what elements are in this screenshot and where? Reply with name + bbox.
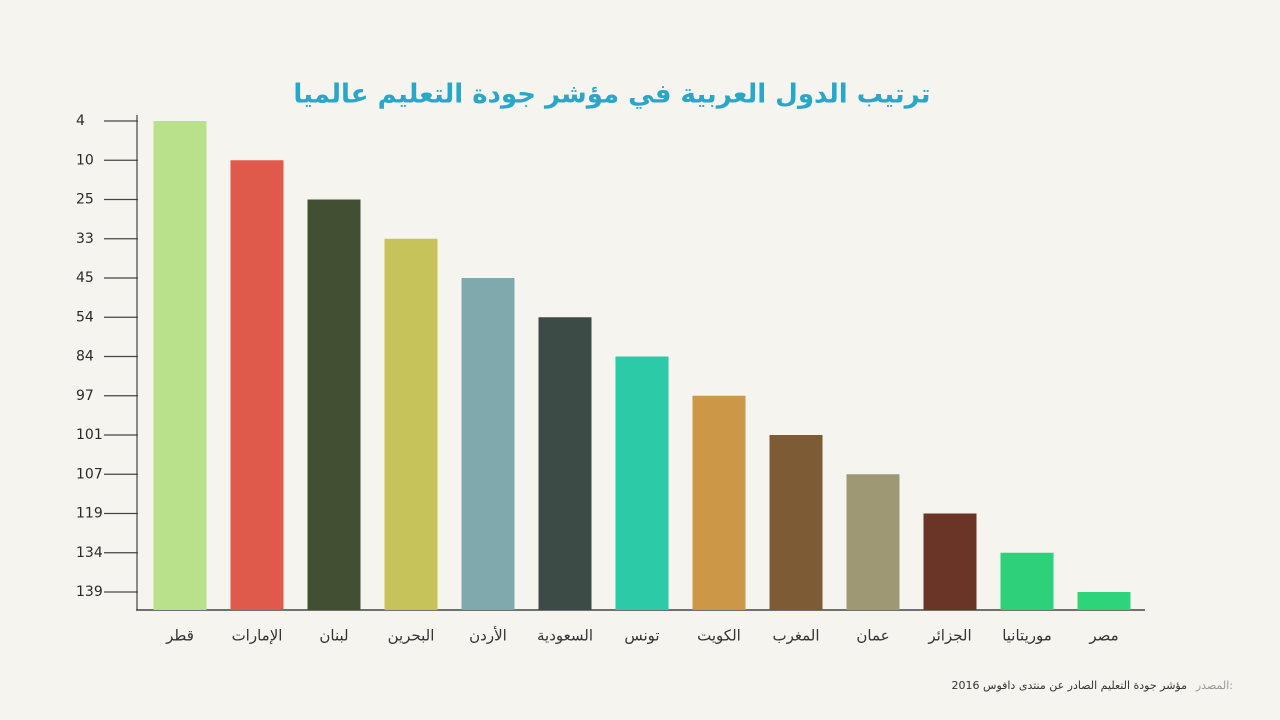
- y-tick-label: 25: [76, 192, 94, 208]
- x-tick-label: الجزائر: [927, 627, 971, 645]
- y-tick-label: 10: [76, 152, 94, 168]
- bar: [846, 474, 900, 610]
- bar: [692, 395, 746, 610]
- bar: [923, 513, 977, 610]
- bar: [384, 238, 438, 610]
- y-tick-label: 84: [76, 349, 94, 365]
- y-tick-label: 119: [76, 506, 103, 522]
- y-tick-label: 45: [76, 270, 94, 286]
- bar: [153, 121, 207, 610]
- source: مؤشر جودة التعليم الصادر عن منتدى دافوس …: [952, 679, 1188, 692]
- bar: [615, 356, 669, 610]
- source-label: المصدر:: [1195, 679, 1233, 692]
- x-tick-label: السعودية: [537, 627, 593, 645]
- x-tick-label: البحرين: [388, 627, 435, 645]
- x-tick-label: المغرب: [772, 627, 819, 645]
- x-tick-label: الكويت: [697, 627, 741, 645]
- y-tick-label: 54: [76, 309, 94, 325]
- y-tick-label: 134: [76, 545, 103, 561]
- y-tick-label: 4: [76, 113, 85, 129]
- y-tick-label: 107: [76, 466, 103, 482]
- chart-title: ترتيب الدول العربية في مؤشر جودة التعليم…: [293, 80, 930, 110]
- x-tick-label: الإمارات: [232, 627, 283, 645]
- x-tick-label: الأردن: [469, 626, 507, 645]
- x-tick-label: لبنان: [319, 627, 348, 645]
- x-tick-label: موريتانيا: [1002, 627, 1052, 645]
- y-tick-label: 101: [76, 427, 103, 443]
- y-tick-label: 33: [76, 231, 94, 247]
- bar: [769, 435, 823, 610]
- x-tick-label: تونس: [624, 627, 659, 645]
- y-tick-label: 139: [76, 584, 103, 600]
- bar: [461, 278, 515, 610]
- x-tick-label: قطر: [165, 627, 194, 645]
- bar: [538, 317, 592, 610]
- x-tick-label: عمان: [856, 627, 889, 645]
- y-tick-label: 97: [76, 388, 94, 404]
- bar: [1000, 552, 1054, 610]
- x-tick-label: مصر: [1088, 627, 1118, 645]
- bar: [1077, 592, 1131, 610]
- bar: [230, 160, 284, 610]
- bar: [307, 199, 361, 610]
